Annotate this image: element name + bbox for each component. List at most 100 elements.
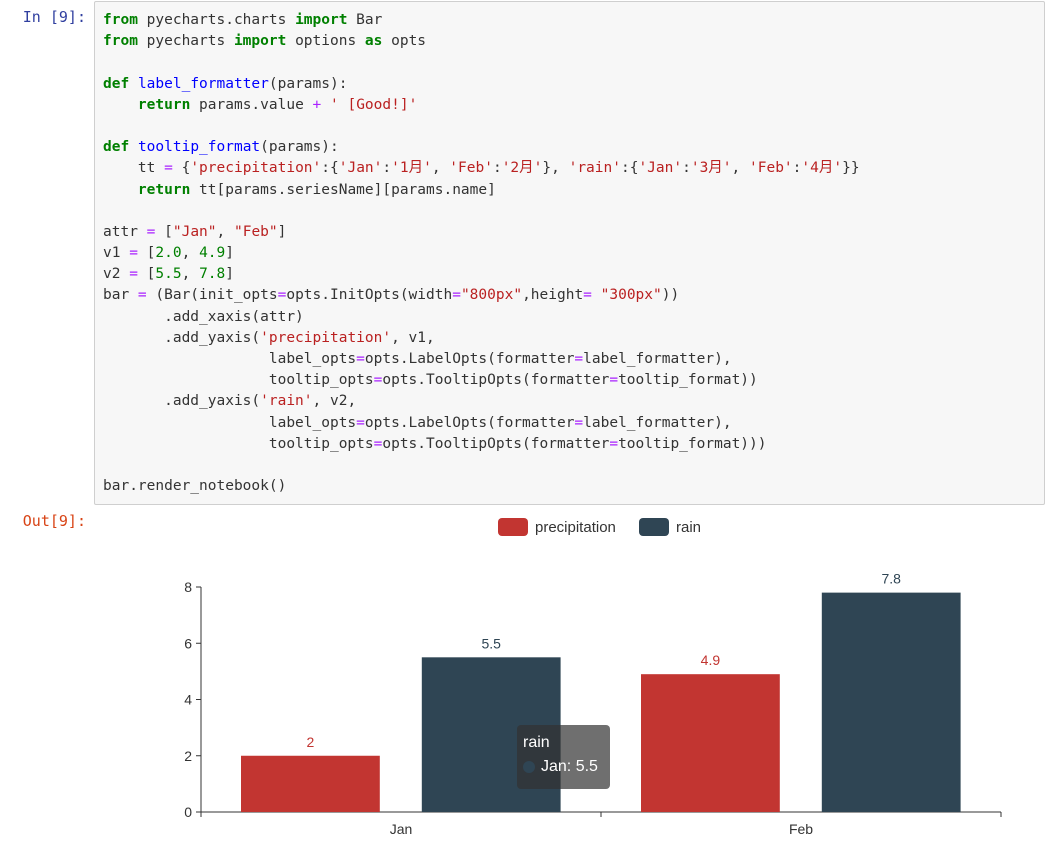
code-token: ] xyxy=(225,266,235,283)
code-token: label_formatter xyxy=(137,75,269,92)
code-token: = xyxy=(137,287,147,304)
code-line: attr = ["Jan", "Feb"] xyxy=(103,222,1044,243)
code-input-area[interactable]: from pyecharts.charts import Bar from pye… xyxy=(94,1,1045,505)
code-token: tooltip_format))) xyxy=(618,435,767,452)
code-token: tooltip_opts xyxy=(103,372,374,389)
data-label-precipitation-Jan: 2 xyxy=(307,734,315,750)
code-token: }} xyxy=(842,160,860,177)
code-token xyxy=(103,97,138,113)
code-token: tt xyxy=(103,160,165,177)
code-token: def xyxy=(103,139,130,156)
code-token: return xyxy=(137,96,191,113)
code-line: bar.render_notebook() xyxy=(103,476,1044,497)
code-token: tt[params.seriesName][params.name] xyxy=(190,181,496,198)
code-token: label_formatter), xyxy=(583,414,732,431)
legend-swatch-precipitation xyxy=(498,518,528,536)
legend-swatch-rain xyxy=(639,518,669,536)
code-line xyxy=(103,201,1044,222)
code-token: = xyxy=(583,287,592,304)
code-token: (params): xyxy=(260,139,339,156)
tooltip-row: Jan: 5.5 xyxy=(523,755,610,779)
x-tick-label: Feb xyxy=(789,821,813,837)
code-token: , xyxy=(216,223,234,240)
code-line: label_opts=opts.LabelOpts(formatter=labe… xyxy=(103,413,1044,434)
code-line: tooltip_opts=opts.TooltipOpts(formatter=… xyxy=(103,370,1044,391)
code-token: as xyxy=(364,33,383,50)
code-token: from xyxy=(103,33,138,50)
code-token: }, xyxy=(542,160,569,177)
code-line: def label_formatter(params): xyxy=(103,74,1044,95)
bar-rain-Feb xyxy=(821,592,961,812)
code-token: : xyxy=(492,160,502,177)
code-token: = xyxy=(609,372,619,389)
code-line: .add_yaxis('rain', v2, xyxy=(103,391,1044,412)
code-line: def tooltip_format(params): xyxy=(103,137,1044,158)
code-token: tooltip_format)) xyxy=(618,372,758,389)
y-tick-label: 8 xyxy=(184,579,192,595)
code-token: 'rain' xyxy=(568,160,621,177)
code-line: .add_yaxis('precipitation', v1, xyxy=(103,328,1044,349)
code-token: '3月' xyxy=(690,160,732,177)
code-token: from xyxy=(103,12,138,28)
code-token: .add_yaxis( xyxy=(103,393,261,410)
y-tick-label: 4 xyxy=(184,692,192,708)
data-label-rain-Feb: 7.8 xyxy=(881,571,901,587)
code-token: opts.LabelOpts(formatter xyxy=(364,351,575,367)
code-token: '1月' xyxy=(391,160,432,177)
code-token: import xyxy=(295,12,348,28)
code-token: return xyxy=(137,181,191,198)
code-token: ' [Good!]' xyxy=(330,96,418,113)
bar-chart: precipitation rain 0 2 4 6 8 Jan Feb 2 5.5 4.9 7.8 xyxy=(184,518,1002,837)
code-token: def xyxy=(103,75,130,92)
code-token: , v1, xyxy=(391,329,435,346)
code-token: label_formatter), xyxy=(583,351,732,367)
y-tick-label: 0 xyxy=(184,804,192,820)
code-line xyxy=(103,455,1044,476)
code-token: 'precipitation' xyxy=(260,329,392,346)
code-token: [ xyxy=(155,223,173,240)
code-token: pyecharts xyxy=(137,33,234,50)
bar-precipitation-Feb xyxy=(641,674,780,812)
code-line: return params.value + ' [Good!]' xyxy=(103,95,1044,116)
code-token: label_opts xyxy=(103,351,357,367)
code-token: '2月' xyxy=(501,160,543,177)
code-token: 5.5 xyxy=(155,266,182,283)
code-token: 4.9 xyxy=(199,245,226,262)
code-line xyxy=(103,116,1044,137)
code-token: bar.render_notebook() xyxy=(103,478,287,495)
code-token: , xyxy=(181,266,200,283)
output-area: precipitation rain 0 2 4 6 8 Jan Feb 2 5.5 4.9 7.8 xyxy=(94,506,1045,853)
code-token: .add_yaxis( xyxy=(103,329,261,346)
code-token: = xyxy=(574,351,584,367)
data-label-rain-Jan: 5.5 xyxy=(481,635,501,651)
code-token: [ xyxy=(137,266,156,283)
code-token: tooltip_opts xyxy=(103,435,374,452)
code-token: = xyxy=(164,160,173,177)
code-line: v1 = [2.0, 4.9] xyxy=(103,243,1044,264)
code-token: Bar xyxy=(347,12,383,28)
code-token xyxy=(592,287,601,303)
code-token: = xyxy=(609,435,619,452)
code-token: "300px" xyxy=(600,287,662,304)
code-line: tooltip_opts=opts.TooltipOpts(formatter=… xyxy=(103,434,1044,455)
x-tick-label: Jan xyxy=(390,821,413,837)
code-block: from pyecharts.charts import Bar from pye… xyxy=(103,10,1044,497)
chart-tooltip: rain Jan: 5.5 xyxy=(517,725,610,789)
bar-precipitation-Jan xyxy=(241,755,380,812)
code-token: :{ xyxy=(321,160,339,177)
code-line: v2 = [5.5, 7.8] xyxy=(103,264,1044,285)
code-token: : xyxy=(792,160,802,177)
code-token: : xyxy=(682,160,691,177)
code-line: bar = (Bar(init_opts=opts.InitOpts(width… xyxy=(103,285,1044,306)
tooltip-value: Jan: 5.5 xyxy=(541,758,598,775)
code-token: .add_xaxis(attr) xyxy=(103,308,304,325)
code-line: from pyecharts.charts import Bar xyxy=(103,10,1044,31)
y-tick-label: 2 xyxy=(184,748,192,764)
code-token: label_opts xyxy=(103,414,357,431)
code-token: = xyxy=(277,287,287,304)
code-token: , xyxy=(431,160,450,177)
code-token: = xyxy=(574,414,584,431)
code-token: attr xyxy=(103,223,147,240)
code-token: opts.InitOpts(width xyxy=(286,287,453,304)
code-token: :{ xyxy=(620,160,639,177)
